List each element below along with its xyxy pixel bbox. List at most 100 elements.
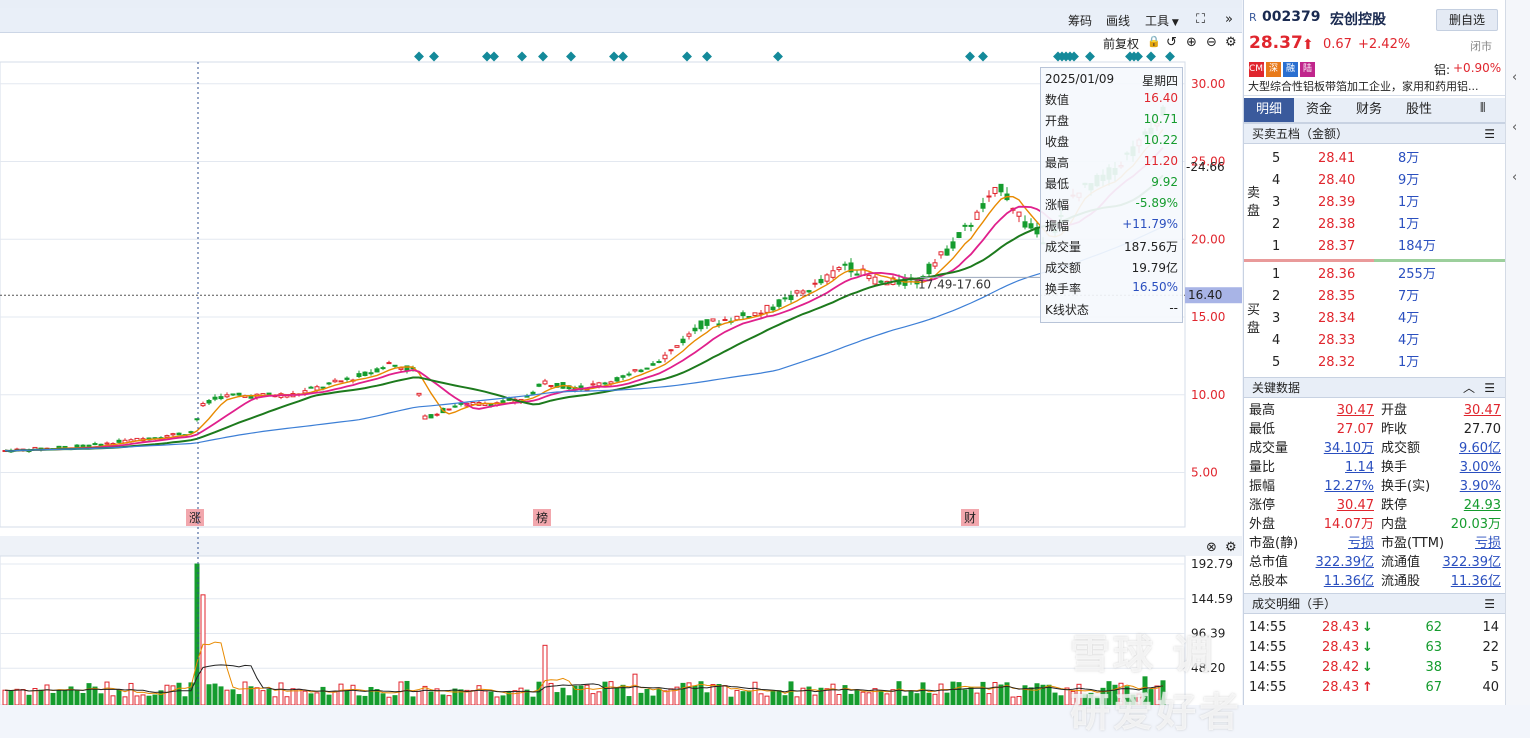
tab-funds[interactable]: 资金 — [1305, 102, 1332, 117]
candle-body — [848, 262, 854, 273]
event-mark-label: 涨 — [189, 510, 201, 525]
volume-bar — [416, 690, 422, 705]
lock-icon[interactable]: 🔒 — [1147, 35, 1161, 48]
book-volume: 255万 — [1398, 267, 1436, 282]
volume-tick-label: 96.39 — [1191, 627, 1225, 641]
tag-connect[interactable]: 陆 — [1300, 62, 1315, 77]
tab-detail[interactable]: 明细 — [1244, 98, 1294, 122]
key-data-label: 流通股 — [1381, 574, 1421, 589]
tag-shenzhen[interactable]: 深 — [1266, 62, 1281, 77]
volume-bar — [182, 696, 188, 705]
close-volume-icon: ⊗ — [1206, 540, 1217, 555]
chips-button[interactable]: 筹码 — [1068, 14, 1093, 28]
volume-bar — [812, 694, 818, 705]
order-book-row[interactable]: 5 28.32 1万 — [1264, 352, 1504, 374]
volume-bar — [344, 690, 350, 705]
key-data-label: 总市值 — [1249, 555, 1289, 570]
tooltip-value: -- — [1169, 301, 1178, 315]
remove-favorite-button[interactable]: 删自选 — [1436, 9, 1498, 31]
volume-bar — [986, 693, 992, 705]
candle-body — [866, 274, 872, 280]
order-book-row[interactable]: 3 28.39 1万 — [1264, 192, 1504, 214]
settings-gear-icon[interactable]: ⚙ — [1225, 35, 1237, 50]
collapse-right-icon[interactable]: » — [1225, 12, 1233, 27]
collapse-up-icon[interactable]: ︿ — [1462, 381, 1475, 395]
trade-volume: 38 — [1425, 660, 1442, 675]
tooltip-key: 成交额 — [1045, 261, 1082, 275]
trade-count: 14 — [1482, 620, 1499, 635]
volume-bar — [188, 682, 194, 705]
tab-character[interactable]: 股性 — [1405, 102, 1432, 117]
order-book-row[interactable]: 2 28.35 7万 — [1264, 286, 1504, 308]
candle-body — [974, 211, 980, 220]
order-book-row[interactable]: 4 28.33 4万 — [1264, 330, 1504, 352]
volume-bar — [650, 695, 656, 705]
candle-body — [428, 414, 434, 419]
volume-bar — [362, 695, 368, 705]
key-data-header: 关键数据 ︿ ☰ — [1244, 377, 1505, 398]
volume-bar — [608, 681, 614, 705]
key-data-label: 总股本 — [1249, 574, 1289, 589]
chart-canvas[interactable]: 30.00 25.00 20.00 15.00 10.00 5.00 ⊗ ⚙ 192.79 144… — [0, 0, 1242, 705]
candle-body — [236, 392, 242, 396]
candle-body — [830, 270, 836, 278]
sector-label[interactable]: 铝: — [1434, 63, 1451, 77]
volume-bar — [560, 687, 566, 705]
expand-icon[interactable]: ‹ — [1512, 170, 1518, 185]
volume-bar — [902, 695, 908, 705]
volume-bar — [302, 690, 308, 705]
tab-finance[interactable]: 财务 — [1355, 102, 1382, 117]
event-diamond-marker — [1133, 51, 1143, 62]
key-data-label: 流通值 — [1381, 555, 1421, 570]
order-book-row[interactable]: 1 28.37 184万 — [1264, 236, 1504, 258]
trade-volume: 62 — [1425, 620, 1442, 635]
volume-bar — [596, 691, 602, 705]
candle-body — [698, 320, 704, 330]
tools-menu-button[interactable]: 工具 ▼ — [1145, 12, 1179, 29]
volume-bar — [620, 684, 626, 705]
volume-bar — [1034, 683, 1040, 705]
kline-tooltip: 2025/01/09 星期四 数值 16.40 开盘 10.71 收盘 10.22 最高 11… — [1040, 67, 1183, 323]
tag-margin[interactable]: 融 — [1283, 62, 1298, 77]
volume-bar — [458, 689, 464, 705]
kline-panel[interactable]: 筹码 画线 工具 ▼ ⛶ » 前复权 🔒 ↺ ⊕ ⊖ ⚙ 30.00 25.00 2… — [0, 0, 1242, 736]
zoom-out-icon[interactable]: ⊖ — [1206, 35, 1217, 50]
expand-icon[interactable]: ‹ — [1512, 70, 1518, 85]
adjust-mode-button[interactable]: 前复权 — [1103, 37, 1140, 51]
candle-body — [818, 278, 824, 284]
menu-icon[interactable]: ☰ — [1484, 597, 1495, 611]
volume-bar — [1064, 687, 1070, 705]
split-view-icon[interactable]: ⫴ — [1480, 101, 1486, 116]
key-data-label: 涨停 — [1249, 498, 1276, 513]
event-diamond-marker — [414, 51, 424, 62]
volume-bar — [872, 688, 878, 705]
tag-cmi[interactable]: CMI — [1249, 62, 1266, 77]
order-book-row[interactable]: 4 28.40 9万 — [1264, 170, 1504, 192]
menu-icon[interactable]: ☰ — [1484, 381, 1495, 395]
volume-bar — [1016, 695, 1022, 705]
fullscreen-icon[interactable]: ⛶ — [1196, 12, 1206, 27]
candle-body — [968, 224, 974, 227]
volume-bar — [950, 681, 956, 705]
candle-body — [530, 391, 536, 395]
expand-icon[interactable]: ‹ — [1512, 120, 1518, 135]
event-diamond-marker — [429, 51, 439, 62]
undo-icon[interactable]: ↺ — [1166, 35, 1177, 50]
volume-bar — [374, 689, 380, 705]
draw-line-button[interactable]: 画线 — [1106, 14, 1131, 28]
volume-bar — [728, 696, 734, 705]
zoom-in-icon[interactable]: ⊕ — [1186, 35, 1197, 50]
price-tick-label: 25.00 — [1191, 155, 1225, 169]
price-tick-label: 15.00 — [1191, 310, 1225, 324]
key-data-label: 成交额 — [1381, 441, 1421, 456]
candle-body — [500, 400, 506, 404]
order-book-row[interactable]: 2 28.38 1万 — [1264, 214, 1504, 236]
menu-icon[interactable]: ☰ — [1484, 127, 1495, 141]
order-book-row[interactable]: 1 28.36 255万 — [1264, 264, 1504, 286]
volume-bar — [542, 644, 548, 705]
key-data-label: 成交量 — [1249, 441, 1289, 456]
order-book-row[interactable]: 5 28.41 8万 — [1264, 148, 1504, 170]
order-book-row[interactable]: 3 28.34 4万 — [1264, 308, 1504, 330]
event-diamond-marker — [489, 51, 499, 62]
volume-bar — [500, 695, 506, 705]
